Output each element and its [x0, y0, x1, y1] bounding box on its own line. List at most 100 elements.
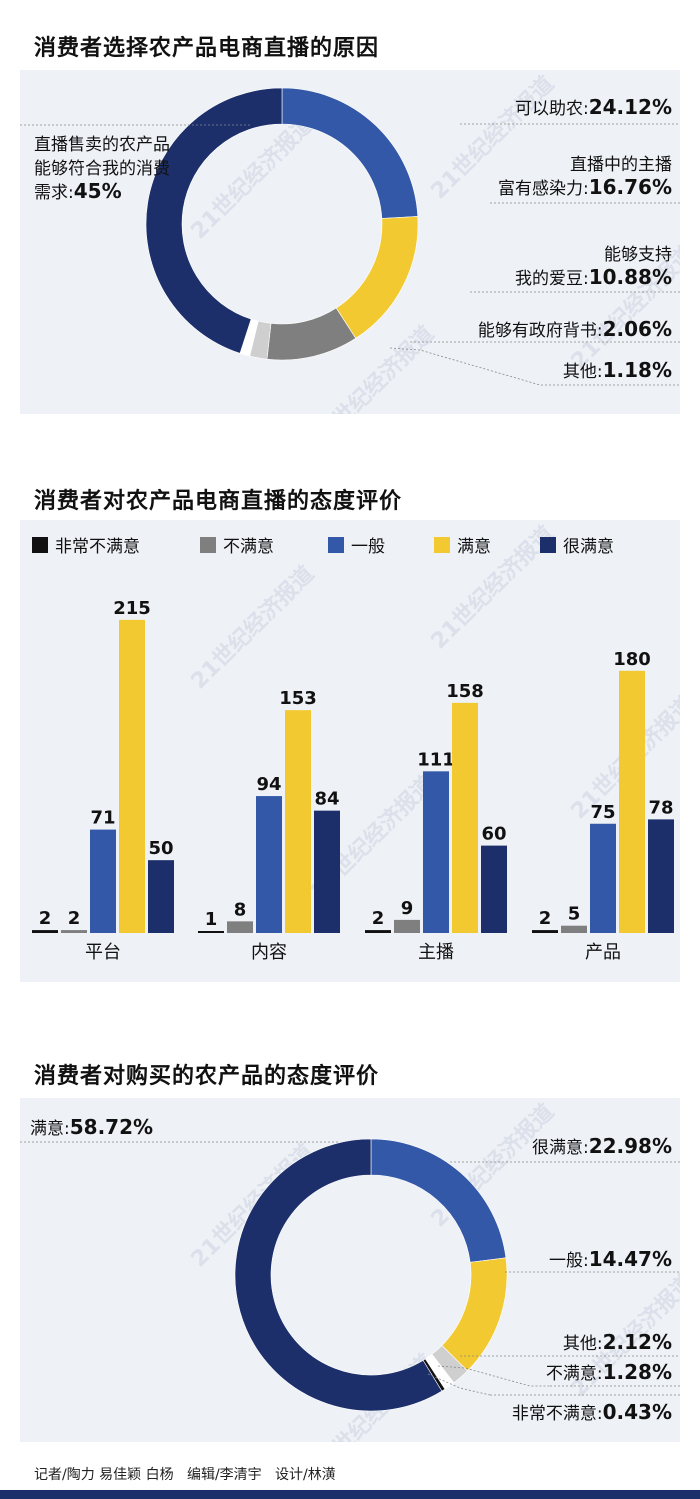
slice-value: 24.12%	[589, 95, 672, 119]
bar-value-label: 2	[372, 908, 385, 929]
slice-label: 富有感染力:16.76%	[498, 175, 672, 199]
bar	[423, 771, 449, 933]
slice-label: 能够符合我的消费	[34, 159, 170, 179]
leader-line	[389, 347, 565, 386]
slice-label: 其他:2.12%	[563, 1330, 672, 1354]
slice-label: 我的爱豆:10.88%	[515, 265, 672, 289]
bar	[365, 930, 391, 933]
slice-value: 2.12%	[603, 1330, 672, 1354]
bar-value-label: 2	[68, 908, 81, 929]
bar	[452, 702, 478, 933]
bar-value-label: 1	[205, 909, 218, 930]
slice-value: 0.43%	[603, 1400, 672, 1424]
legend-label: 满意	[457, 537, 491, 557]
bar	[648, 819, 674, 933]
bar	[198, 931, 224, 933]
leader-line	[437, 1365, 550, 1387]
bar-value-label: 2	[539, 908, 552, 929]
bar	[619, 670, 645, 933]
slice-label: 需求:45%	[34, 179, 122, 203]
slice-label: 满意:58.72%	[30, 1115, 153, 1139]
bar	[90, 829, 116, 933]
bar	[590, 823, 616, 933]
bar-value-label: 9	[401, 898, 414, 919]
credits: 记者/陶力 易佳颖 白杨 编辑/李清宇 设计/林潢	[34, 1467, 336, 1483]
slice-value: 16.76%	[589, 175, 672, 199]
chart2-title: 消费者对农产品电商直播的态度评价	[34, 489, 403, 514]
bar	[561, 925, 587, 933]
bar-value-label: 84	[314, 789, 339, 810]
bar	[532, 930, 558, 933]
bar	[148, 860, 174, 933]
legend-swatch	[32, 537, 48, 553]
legend-swatch	[434, 537, 450, 553]
bottom-bar	[0, 1490, 700, 1499]
slice-value: 14.47%	[589, 1247, 672, 1271]
slice-value: 10.88%	[589, 265, 672, 289]
chart1-panel: 21世纪经济报道 21世纪经济报道 21世纪经济报道 21世纪经济报道 可以助农:24…	[20, 70, 699, 454]
watermark-text: 21世纪经济报道	[186, 561, 319, 694]
slice-label: 直播售卖的农产品	[34, 135, 170, 155]
bar	[32, 930, 58, 933]
donut-slice	[335, 216, 419, 339]
bar	[285, 710, 311, 933]
bar-value-label: 5	[568, 904, 581, 925]
bar	[256, 796, 282, 933]
bar-value-label: 60	[481, 824, 506, 845]
slice-label: 一般:14.47%	[549, 1247, 672, 1271]
bar-value-label: 71	[90, 808, 115, 829]
slice-label: 直播中的主播	[570, 155, 672, 175]
bar-value-label: 8	[234, 899, 247, 920]
bar-value-label: 50	[148, 838, 173, 859]
slice-value: 2.06%	[603, 317, 672, 341]
bar-value-label: 75	[590, 802, 615, 823]
bar	[314, 810, 340, 933]
donut-slice	[234, 1138, 443, 1412]
slice-label: 能够支持	[604, 245, 672, 265]
bar	[481, 845, 507, 933]
bar	[227, 921, 253, 933]
legend-swatch	[200, 537, 216, 553]
bar-value-label: 153	[279, 688, 317, 709]
bar-value-label: 158	[446, 681, 484, 702]
bar-value-label: 180	[613, 649, 651, 670]
bar	[119, 619, 145, 933]
bar-value-label: 94	[256, 774, 281, 795]
chart1-title: 消费者选择农产品电商直播的原因	[34, 36, 380, 61]
category-label: 内容	[251, 942, 287, 963]
slice-value: 1.28%	[603, 1360, 672, 1384]
chart3-title: 消费者对购买的农产品的态度评价	[34, 1064, 380, 1089]
bar-value-label: 111	[417, 749, 455, 770]
category-label: 主播	[418, 942, 454, 963]
slice-label: 非常不满意:0.43%	[512, 1400, 672, 1424]
legend-label: 不满意	[223, 537, 274, 557]
slice-label: 很满意:22.98%	[532, 1134, 672, 1158]
slice-value: 45%	[74, 179, 122, 203]
slice-label: 能够有政府背书:2.06%	[478, 317, 672, 341]
legend-swatch	[540, 537, 556, 553]
bar-value-label: 2	[39, 908, 52, 929]
chart2-legend: 非常不满意 不满意 一般 满意 很满意	[32, 537, 614, 557]
donut-slice	[281, 87, 419, 219]
slice-label: 其他:1.18%	[563, 358, 672, 382]
slice-value: 58.72%	[70, 1115, 153, 1139]
slice-value: 1.18%	[603, 358, 672, 382]
legend-label: 非常不满意	[55, 537, 140, 557]
donut-slice	[145, 87, 283, 354]
chart3-donut: 很满意:22.98% 一般:14.47% 其他:2.12% 不满意:1.28% 非常不满…	[20, 1115, 680, 1424]
bar-value-label: 78	[648, 797, 673, 818]
bar-value-label: 215	[113, 598, 151, 619]
slice-value: 22.98%	[589, 1134, 672, 1158]
category-label: 产品	[585, 942, 621, 963]
donut-slice	[441, 1257, 508, 1372]
slice-label: 可以助农:24.12%	[515, 95, 672, 119]
bar	[61, 930, 87, 933]
legend-label: 很满意	[563, 537, 614, 557]
